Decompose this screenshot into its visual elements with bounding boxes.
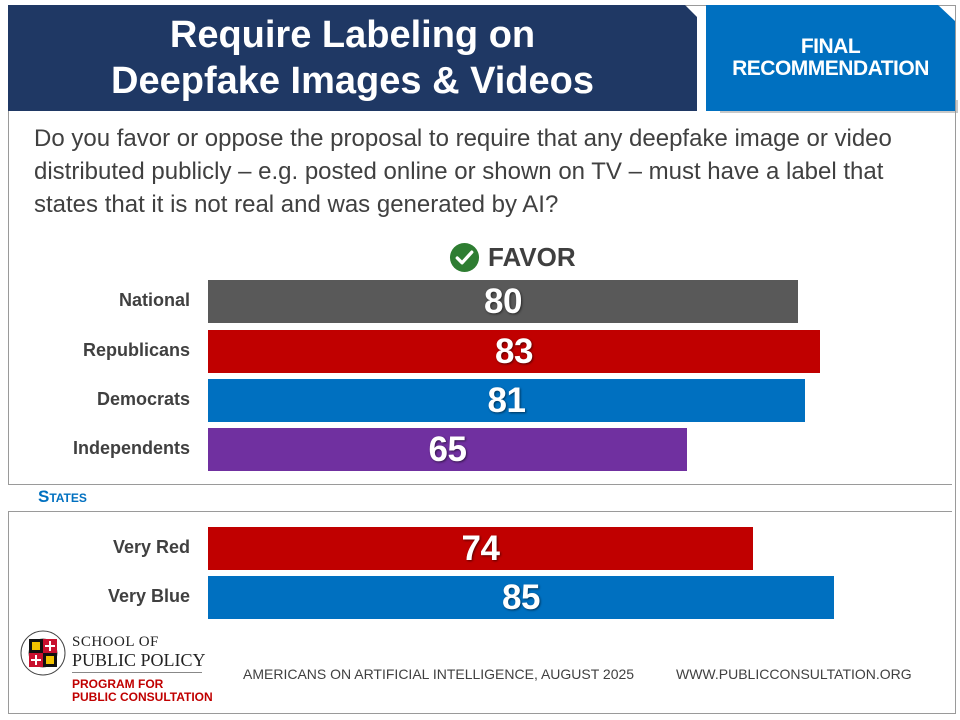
school-logo: SCHOOL OF PUBLIC POLICY PROGRAM FOR PUBL… [16, 628, 216, 708]
footer-source: AMERICANS ON ARTIFICIAL INTELLIGENCE, AU… [243, 666, 635, 682]
category-label: Very Blue [107, 586, 190, 606]
title-line-2: Deepfake Images & Videos [111, 60, 594, 102]
bar: 81 [208, 379, 805, 422]
recommendation-badge: FINAL RECOMMENDATION [706, 5, 955, 111]
favor-header: FAVOR [449, 241, 576, 273]
category-label: Independents [72, 438, 190, 458]
recommendation-line-2: RECOMMENDATION [732, 57, 929, 80]
recommendation-line-1: FINAL [800, 35, 861, 58]
bar: 65 [208, 428, 687, 471]
check-circle-icon [449, 242, 480, 272]
school-name-line-2: PUBLIC POLICY [72, 650, 206, 670]
title-banner: Require Labeling on Deepfake Images & Vi… [8, 5, 697, 111]
states-band [8, 484, 952, 512]
survey-question: Do you favor or oppose the proposal to r… [34, 125, 892, 218]
states-label: States [38, 487, 87, 506]
bar-value-label: 81 [487, 381, 526, 420]
school-name-line-1: SCHOOL OF [72, 634, 159, 650]
bar-value-label: 80 [484, 282, 522, 321]
bar-value-label: 65 [428, 430, 467, 469]
bar-value-label: 85 [502, 578, 540, 617]
category-label: National [118, 290, 190, 310]
bar: 85 [208, 576, 834, 619]
category-label: Republicans [82, 340, 190, 360]
category-label: Democrats [96, 389, 190, 409]
bar: 80 [208, 280, 798, 323]
footer-url[interactable]: WWW.PUBLICCONSULTATION.ORG [676, 666, 912, 682]
university-seal-icon [20, 630, 66, 676]
bar: 83 [208, 330, 820, 373]
program-name-line-2: PUBLIC CONSULTATION [72, 690, 213, 704]
logo-divider [72, 672, 202, 673]
page-title: Require Labeling on Deepfake Images & Vi… [73, 12, 633, 104]
title-line-1: Require Labeling on [169, 14, 536, 56]
category-label: Very Red [112, 537, 190, 557]
bar: 74 [208, 527, 753, 570]
bar-value-label: 74 [461, 529, 500, 568]
bar-value-label: 83 [495, 332, 533, 371]
favor-label: FAVOR [488, 241, 576, 272]
program-name-line-1: PROGRAM FOR [72, 677, 164, 691]
